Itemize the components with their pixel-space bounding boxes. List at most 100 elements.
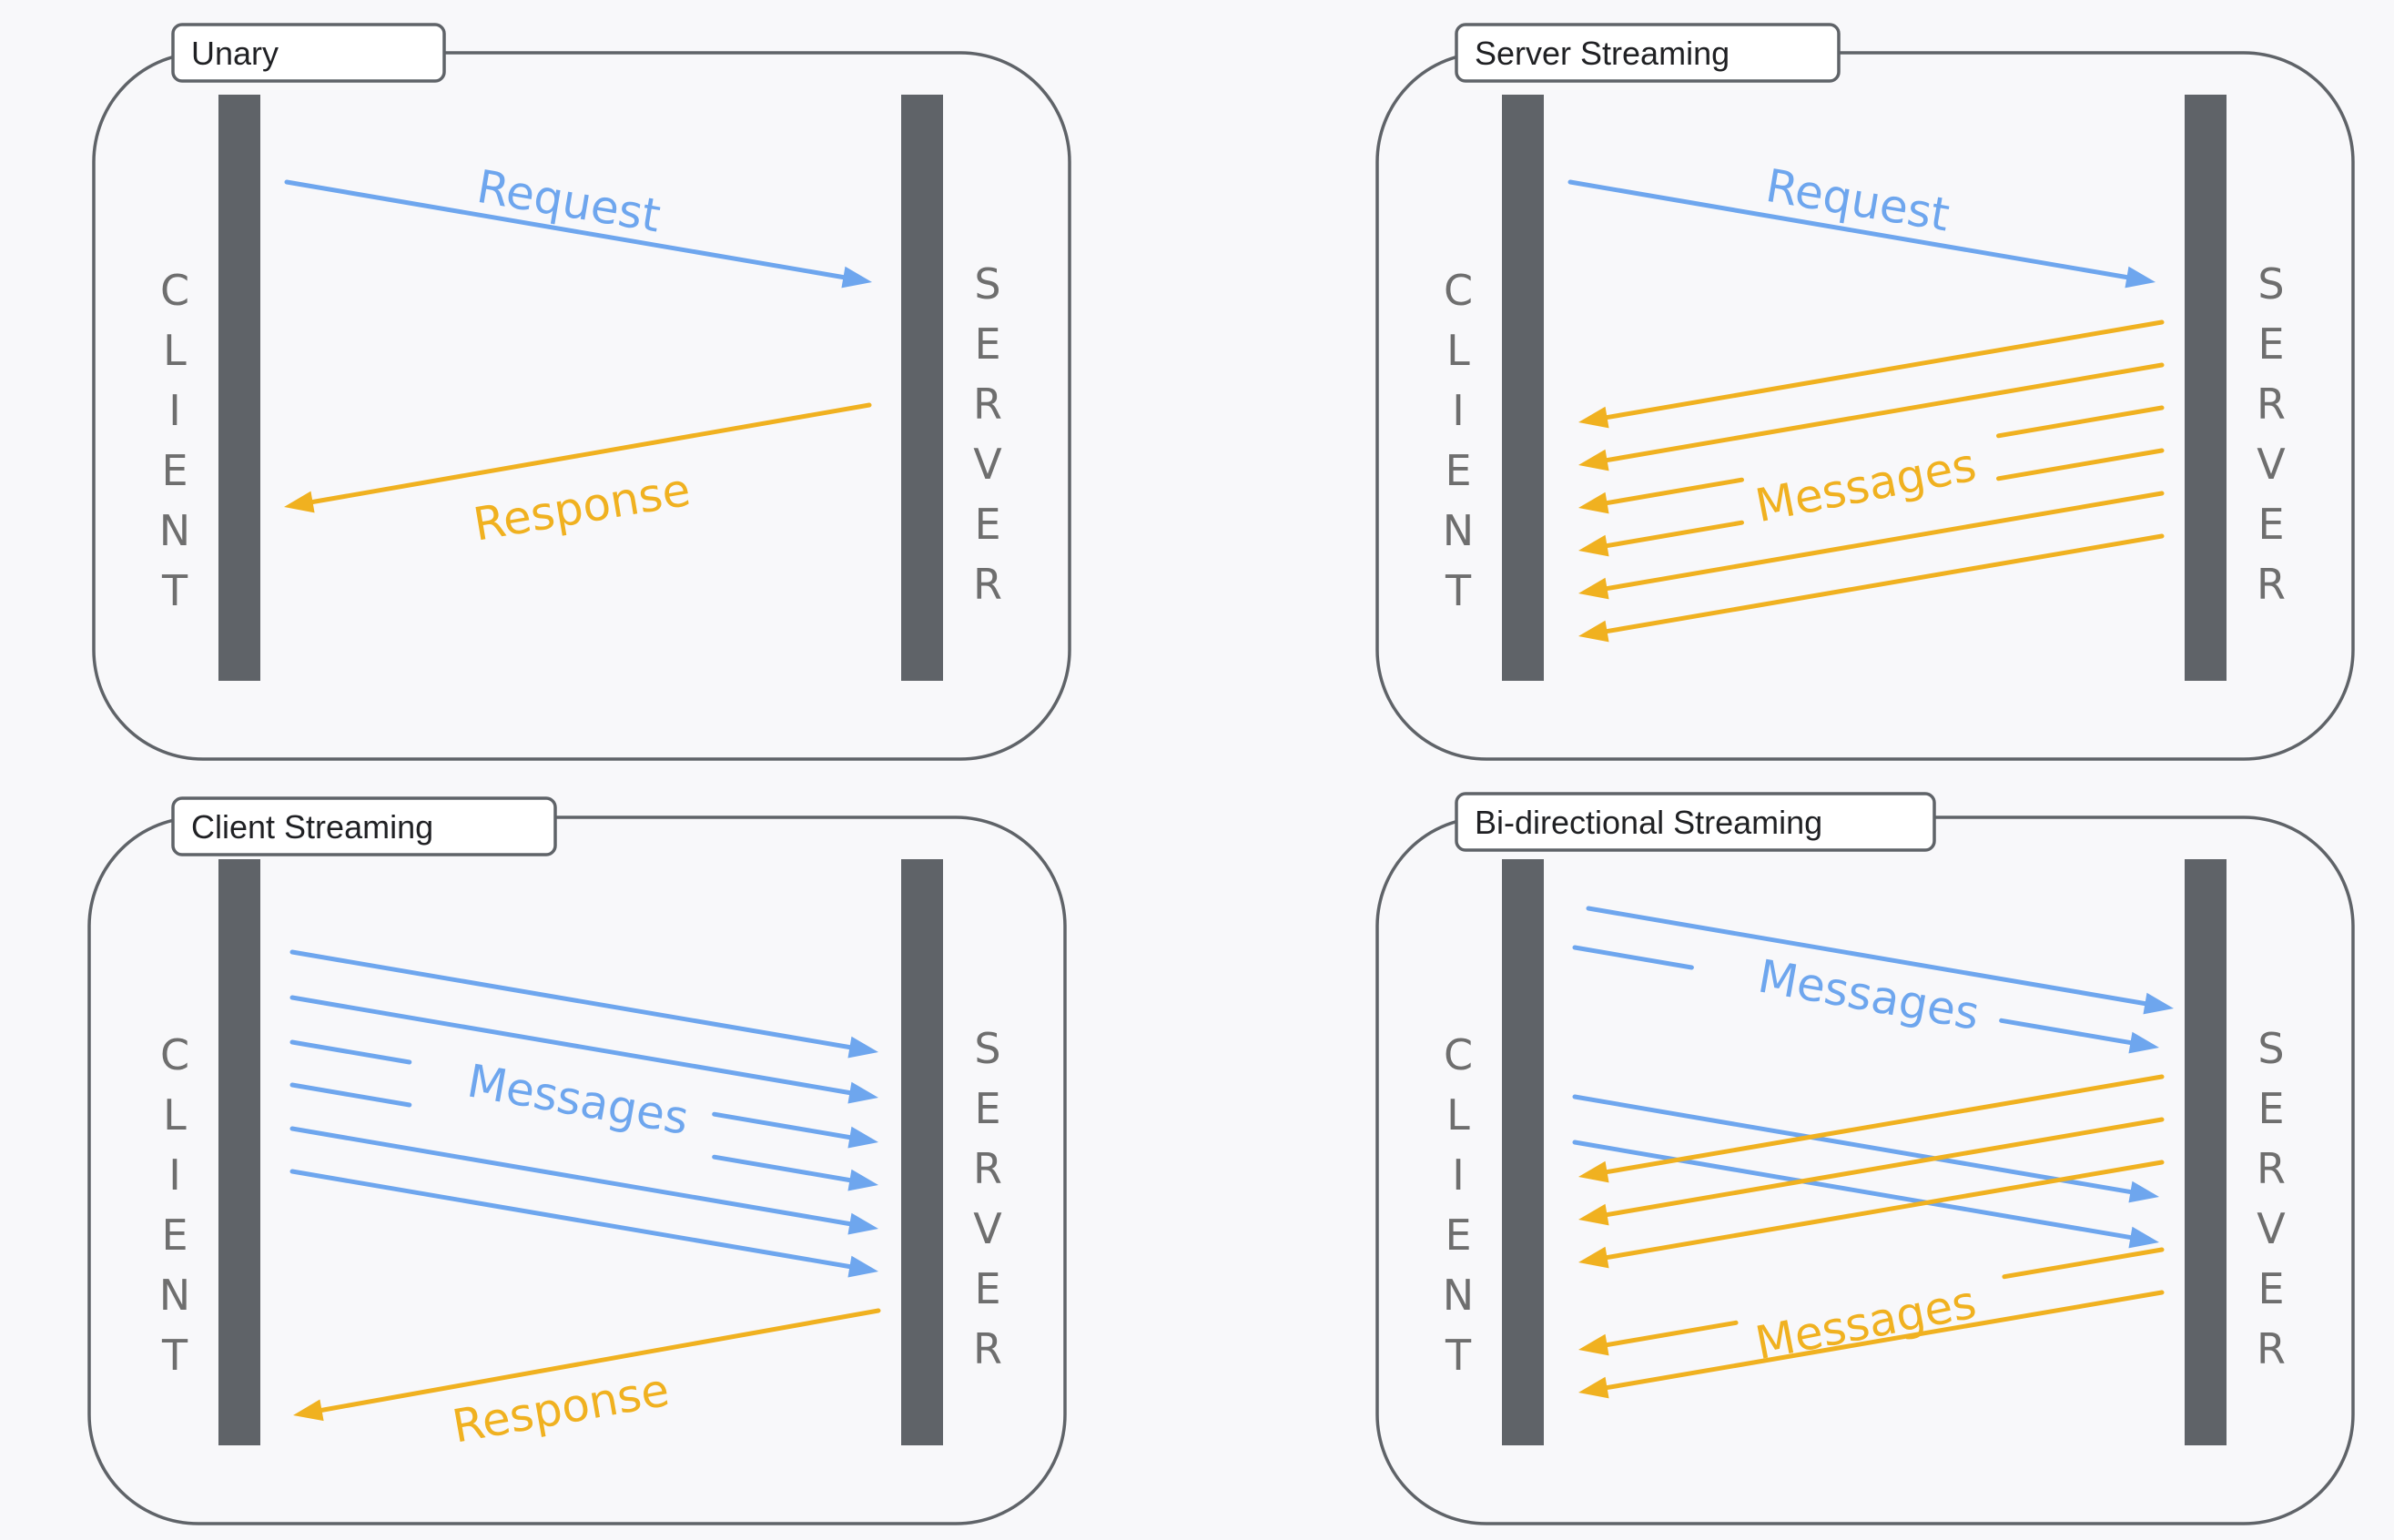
message-arrow <box>1578 533 2165 643</box>
message-arrow <box>1572 945 2159 1054</box>
message-arrow <box>1578 1290 2165 1399</box>
svg-text:R: R <box>2257 380 2286 429</box>
svg-text:R: R <box>2257 560 2286 609</box>
svg-text:T: T <box>1445 566 1472 615</box>
message-arrow <box>1578 405 2165 514</box>
svg-text:C: C <box>160 266 189 315</box>
svg-text:R: R <box>973 380 1002 429</box>
message-arrow <box>289 949 878 1059</box>
svg-text:R: R <box>973 1324 1002 1373</box>
svg-text:S: S <box>974 1024 1000 1073</box>
svg-text:L: L <box>1446 326 1470 375</box>
svg-text:L: L <box>163 326 187 375</box>
svg-text:R: R <box>2257 1144 2286 1193</box>
svg-text:R: R <box>973 560 1002 609</box>
message-arrow <box>1578 1160 2165 1269</box>
client-streaming-panel: Client StreamingCLIENTSERVERMessagesResp… <box>87 796 1067 1525</box>
panel-title-tab: Bi-directional Streaming <box>1455 792 1936 852</box>
message-arrow <box>289 995 878 1104</box>
message-arrow <box>1578 491 2165 600</box>
panel-title: Server Streaming <box>1475 35 1730 72</box>
svg-text:L: L <box>163 1090 187 1140</box>
client-lifeline <box>1502 95 1544 681</box>
message-arrow <box>289 1126 878 1235</box>
panel-border <box>92 51 1071 761</box>
svg-text:E: E <box>2257 1264 2284 1313</box>
panel-title-tab: Client Streaming <box>171 796 557 856</box>
svg-text:V: V <box>973 440 1002 489</box>
server-lifeline <box>2185 859 2227 1445</box>
request-arrow <box>284 179 872 289</box>
panel-border <box>1375 51 2355 761</box>
svg-text:S: S <box>974 259 1000 309</box>
svg-text:I: I <box>168 1150 181 1200</box>
bi-directional-streaming-panel: Bi-directional StreamingCLIENTSERVERMess… <box>1375 792 2355 1525</box>
svg-text:E: E <box>974 1264 1000 1313</box>
message-arrow <box>1578 1247 2165 1356</box>
message-arrow <box>289 1082 878 1191</box>
svg-text:S: S <box>2257 1024 2284 1073</box>
svg-text:E: E <box>2257 500 2284 549</box>
svg-text:E: E <box>974 1084 1000 1133</box>
messages-label-blue: Messages <box>1754 949 1983 1040</box>
svg-text:I: I <box>168 386 181 435</box>
svg-text:I: I <box>1452 1150 1465 1200</box>
response-arrow <box>293 1308 881 1422</box>
message-arrow <box>1578 1074 2165 1183</box>
svg-text:C: C <box>1444 266 1473 315</box>
svg-text:E: E <box>1445 1211 1471 1260</box>
svg-text:C: C <box>1444 1030 1473 1079</box>
svg-text:T: T <box>161 566 188 615</box>
svg-text:I: I <box>1452 386 1465 435</box>
message-arrow <box>289 1039 878 1149</box>
svg-text:N: N <box>1443 1271 1474 1320</box>
panel-title: Unary <box>191 35 279 72</box>
server-lifeline <box>901 95 943 681</box>
svg-text:E: E <box>2257 319 2284 369</box>
message-arrow <box>1578 319 2165 429</box>
panel-title-tab: Unary <box>171 23 446 83</box>
request-arrow <box>1567 179 2156 289</box>
message-arrow <box>1572 1094 2159 1203</box>
message-arrow <box>1578 1117 2165 1226</box>
message-arrow <box>1578 362 2165 471</box>
response-label: Response <box>470 463 694 552</box>
svg-text:E: E <box>974 500 1000 549</box>
panel-title: Client Streaming <box>191 808 433 846</box>
messages-label: Messages <box>1751 438 1981 532</box>
svg-text:N: N <box>159 506 190 555</box>
client-lifeline <box>1502 859 1544 1445</box>
svg-text:E: E <box>161 1211 188 1260</box>
message-arrow <box>1586 906 2174 1015</box>
svg-text:V: V <box>2257 1204 2286 1253</box>
message-arrow <box>1578 448 2165 557</box>
panel-border <box>87 816 1067 1525</box>
message-arrow <box>289 1169 878 1278</box>
svg-text:L: L <box>1446 1090 1470 1140</box>
svg-text:S: S <box>2257 259 2284 309</box>
svg-text:T: T <box>1445 1331 1472 1380</box>
svg-text:R: R <box>973 1144 1002 1193</box>
svg-text:E: E <box>161 446 188 495</box>
messages-label-orange: Messages <box>1751 1275 1981 1370</box>
client-lifeline <box>218 95 260 681</box>
messages-label: Messages <box>463 1054 693 1145</box>
svg-text:E: E <box>1445 446 1471 495</box>
svg-text:V: V <box>2257 440 2286 489</box>
server-lifeline <box>2185 95 2227 681</box>
svg-text:N: N <box>1443 506 1474 555</box>
svg-text:N: N <box>159 1271 190 1320</box>
client-lifeline <box>218 859 260 1445</box>
svg-text:V: V <box>973 1204 1002 1253</box>
svg-text:E: E <box>974 319 1000 369</box>
response-arrow <box>284 402 872 513</box>
svg-text:C: C <box>160 1030 189 1079</box>
